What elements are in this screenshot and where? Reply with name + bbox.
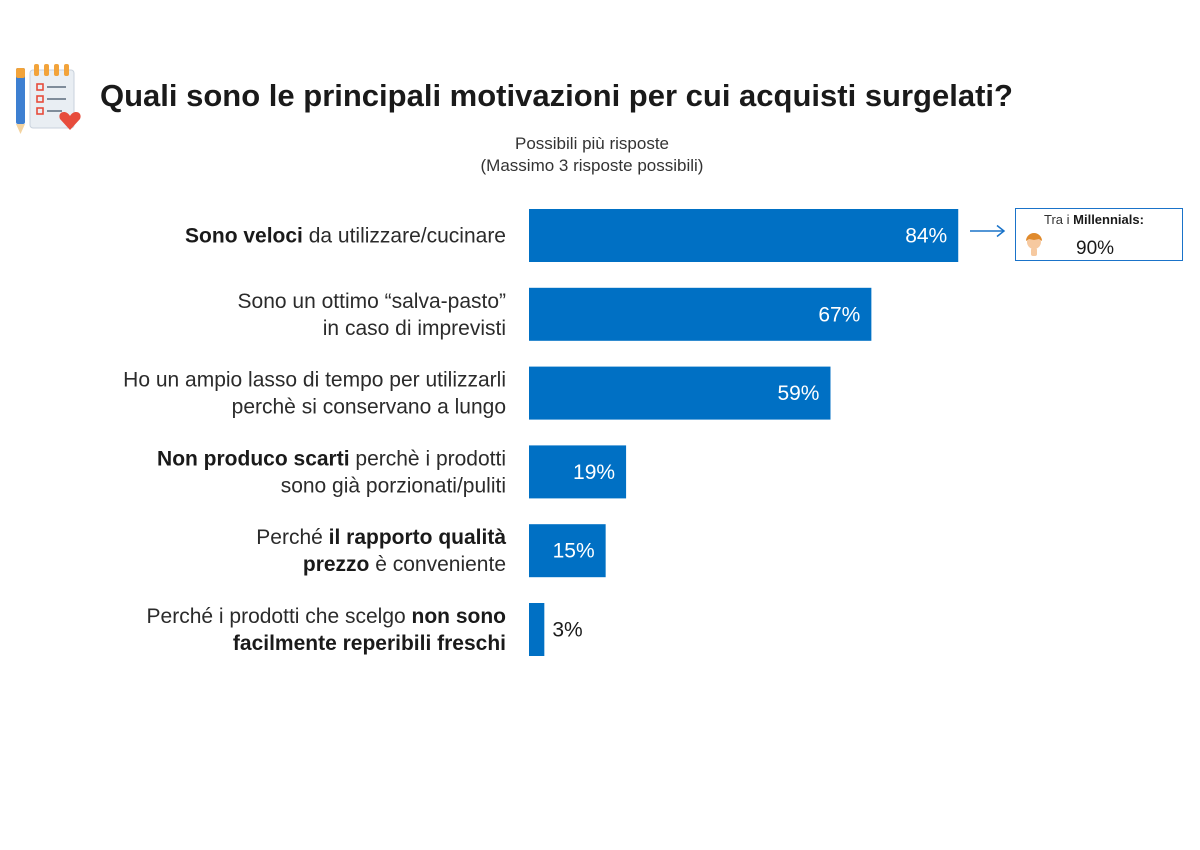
- page-title: Quali sono le principali motivazioni per…: [100, 78, 1013, 113]
- category-label-run: Perché: [256, 526, 328, 549]
- callout-value: 90%: [1076, 238, 1115, 259]
- bar: [529, 445, 627, 499]
- category-label-run: è conveniente: [369, 553, 506, 576]
- category-label-run: Sono veloci: [185, 225, 303, 248]
- category-label-run: Non produco scarti: [157, 447, 350, 470]
- millennials-callout: Tra i Millennials: 90%: [1015, 208, 1183, 261]
- category-label-run: Ho un ampio lasso di tempo per utilizzar…: [123, 369, 506, 392]
- category-label: Non produco scarti perchè i prodotti sono…: [157, 447, 506, 497]
- bar-value-label: 67%: [818, 303, 860, 326]
- bar-value-label: 59%: [777, 382, 819, 405]
- category-label-run: il rapporto qualità: [329, 526, 507, 549]
- category-label-run: facilmente reperibili freschi: [233, 632, 506, 655]
- subtitle-line-2: (Massimo 3 risposte possibili): [480, 156, 704, 175]
- category-label-run: in caso di imprevisti: [323, 317, 506, 340]
- category-label-run: prezzo: [303, 553, 370, 576]
- bar: [529, 366, 831, 420]
- bar-value-label: 15%: [553, 540, 595, 563]
- bar: [529, 524, 606, 578]
- callout-caption: Tra i Millennials:: [1044, 212, 1144, 227]
- subtitle-line-1: Possibili più risposte: [514, 134, 669, 153]
- category-label-run: sono già porzionati/puliti: [281, 474, 506, 497]
- bar: [529, 603, 545, 656]
- category-label: Sono un ottimo “salva-pasto” in caso di i…: [238, 290, 506, 340]
- callout-caption-prefix: Tra i: [1044, 212, 1074, 227]
- category-label: Ho un ampio lasso di tempo per utilizzar…: [123, 369, 506, 419]
- category-label: Perché i prodotti che scelgo non sono fac…: [147, 605, 506, 655]
- arrow-right-icon: [970, 224, 1006, 238]
- millennial-person-icon: [1026, 233, 1042, 256]
- bar: [529, 287, 872, 341]
- callout-caption-bold: Millennials:: [1073, 212, 1144, 227]
- category-label-run: Sono un ottimo “salva-pasto”: [238, 290, 506, 313]
- bar-value-label: 3%: [552, 619, 582, 642]
- category-label-run: Perché i prodotti che scelgo: [147, 605, 412, 628]
- bar: [529, 209, 959, 262]
- category-label-run: perchè si conservano a lungo: [232, 396, 506, 419]
- bar-value-label: 84%: [905, 225, 947, 248]
- category-label-run: da utilizzare/cucinare: [303, 225, 506, 248]
- chart-subtitle: Possibili più risposte (Massimo 3 rispos…: [392, 133, 792, 177]
- category-label: Perché il rapporto qualità prezzo è conve…: [256, 526, 506, 576]
- category-label-run: perchè i prodotti: [350, 447, 506, 470]
- category-label-run: non sono: [412, 605, 506, 628]
- bar-value-label: 19%: [573, 461, 615, 484]
- category-label: Sono veloci da utilizzare/cucinare: [185, 225, 506, 248]
- checklist-pen-heart-icon: [16, 64, 81, 134]
